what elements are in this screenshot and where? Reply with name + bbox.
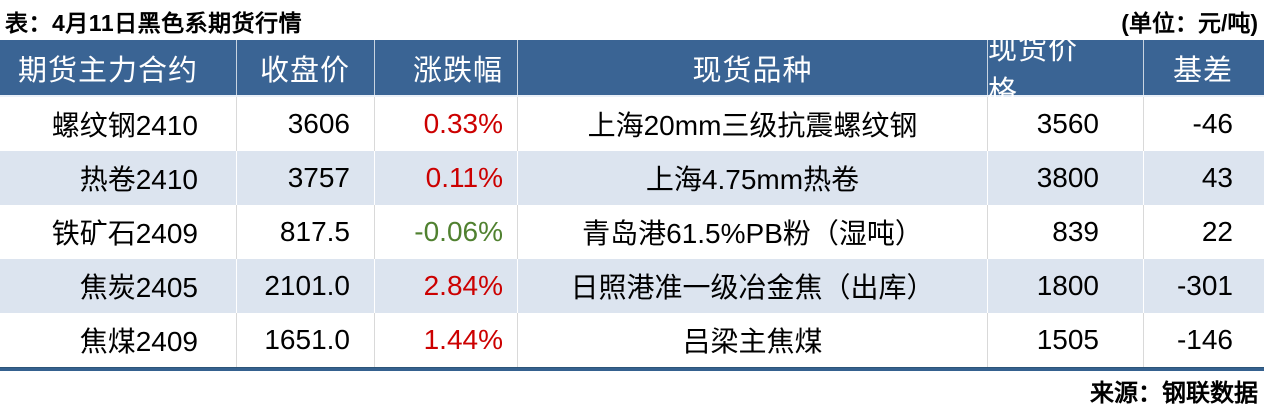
header-spot-variety: 现货品种 bbox=[518, 40, 988, 95]
header-close-price: 收盘价 bbox=[237, 40, 375, 95]
table-header-row: 期货主力合约 收盘价 涨跌幅 现货品种 现货价格 基差 bbox=[0, 32, 1264, 108]
cell-contract: 焦炭2405 bbox=[0, 259, 237, 313]
cell-close-price: 3757 bbox=[237, 151, 375, 205]
footer: 来源：钢联数据 bbox=[0, 371, 1264, 409]
cell-spot-variety: 青岛港61.5%PB粉（湿吨） bbox=[518, 205, 988, 259]
cell-spot-price: 1800 bbox=[988, 259, 1144, 313]
cell-basis: -301 bbox=[1176, 270, 1233, 301]
table-bottom-rule bbox=[0, 367, 1264, 371]
unit-note: (单位：元/吨) bbox=[1121, 10, 1258, 36]
cell-close-price: 2101.0 bbox=[237, 259, 375, 313]
cell-contract: 热卷2410 bbox=[0, 151, 237, 205]
cell-change-pct: 0.11% bbox=[375, 151, 518, 205]
header-contract: 期货主力合约 bbox=[0, 40, 237, 95]
table-row: 焦炭2405 2101.0 2.84% 日照港准一级冶金焦（出库） 1800 -… bbox=[0, 259, 1264, 313]
cell-contract: 铁矿石2409 bbox=[0, 205, 237, 259]
header-change-pct: 涨跌幅 bbox=[375, 40, 518, 95]
table-title: 表：4月11日黑色系期货行情 bbox=[5, 10, 303, 36]
cell-basis: 22 bbox=[1201, 216, 1233, 247]
table-row: 热卷2410 3757 0.11% 上海4.75mm热卷 3800 43 bbox=[0, 151, 1264, 205]
cell-close-price: 3606 bbox=[237, 97, 375, 151]
header-spot-price: 现货价格 bbox=[988, 32, 1144, 108]
cell-change-pct: 2.84% bbox=[375, 259, 518, 313]
cell-basis: 43 bbox=[1201, 162, 1233, 193]
cell-spot-variety: 吕梁主焦煤 bbox=[518, 313, 988, 367]
title-bar: 表：4月11日黑色系期货行情 (单位：元/吨) bbox=[0, 0, 1264, 40]
cell-close-price: 1651.0 bbox=[237, 313, 375, 367]
table-row: 焦煤2409 1651.0 1.44% 吕梁主焦煤 1505 -146 bbox=[0, 313, 1264, 367]
cell-spot-price: 1505 bbox=[988, 313, 1144, 367]
futures-spot-table: 期货主力合约 收盘价 涨跌幅 现货品种 现货价格 基差 螺纹钢2410 3606… bbox=[0, 32, 1264, 371]
cell-basis: -46 bbox=[1192, 108, 1233, 139]
header-basis: 基差 bbox=[1172, 52, 1233, 87]
cell-contract: 焦煤2409 bbox=[0, 313, 237, 367]
cell-close-price: 817.5 bbox=[237, 205, 375, 259]
cell-basis: -146 bbox=[1176, 324, 1233, 355]
cell-spot-variety: 上海4.75mm热卷 bbox=[518, 151, 988, 205]
data-source-label: 来源：钢联数据 bbox=[1090, 379, 1258, 407]
cell-change-pct: 1.44% bbox=[375, 313, 518, 367]
cell-change-pct: 0.33% bbox=[375, 97, 518, 151]
cell-spot-price: 3800 bbox=[988, 151, 1144, 205]
cell-spot-variety: 上海20mm三级抗震螺纹钢 bbox=[518, 97, 988, 151]
cell-contract: 螺纹钢2410 bbox=[0, 97, 237, 151]
cell-spot-price: 839 bbox=[988, 205, 1144, 259]
cell-spot-price: 3560 bbox=[988, 97, 1144, 151]
table-row: 螺纹钢2410 3606 0.33% 上海20mm三级抗震螺纹钢 3560 -4… bbox=[0, 97, 1264, 151]
cell-spot-variety: 日照港准一级冶金焦（出库） bbox=[518, 259, 988, 313]
cell-change-pct: -0.06% bbox=[375, 205, 518, 259]
table-row: 铁矿石2409 817.5 -0.06% 青岛港61.5%PB粉（湿吨） 839… bbox=[0, 205, 1264, 259]
